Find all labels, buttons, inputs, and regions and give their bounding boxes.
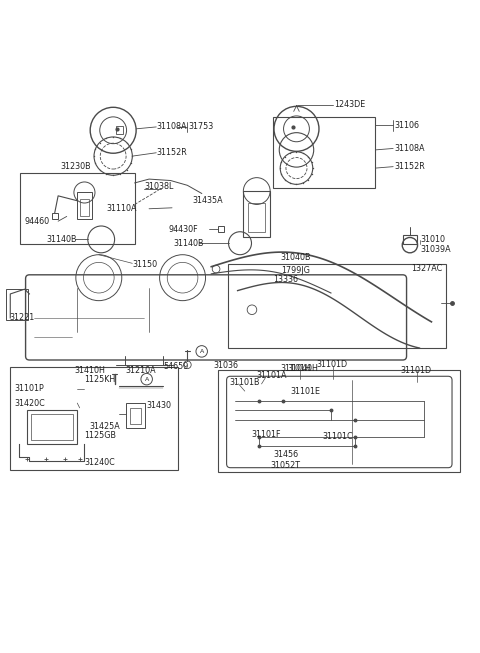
Text: 31038L: 31038L [144,182,174,191]
Text: 31101P: 31101P [14,384,44,393]
Text: 31101F: 31101F [251,430,280,439]
Text: 31210A: 31210A [125,366,156,375]
Text: 13336: 13336 [274,275,299,284]
Text: 31152R: 31152R [157,148,188,157]
Text: 31425A: 31425A [89,422,120,430]
Text: 31101D: 31101D [400,366,432,375]
Bar [126,403,145,428]
Text: 31410H: 31410H [75,366,106,375]
Text: 31140B: 31140B [46,235,77,244]
Text: 1327AC: 1327AC [411,264,443,272]
Text: 31152R: 31152R [394,162,425,171]
Bar [116,127,123,134]
Bar [6,289,28,320]
Text: 31101H: 31101H [281,364,312,373]
Text: 31110A: 31110A [106,204,136,214]
Text: 31420C: 31420C [14,398,45,407]
Bar [80,199,89,216]
Bar [248,203,265,232]
Text: 31010: 31010 [420,235,445,244]
Text: 31101B: 31101B [229,379,260,387]
Text: 31040B: 31040B [281,253,311,262]
Bar [228,264,446,348]
Bar [130,408,142,424]
Text: 31040H: 31040H [288,364,319,373]
Text: 31106: 31106 [394,121,419,130]
Text: 31101C: 31101C [323,432,353,441]
Text: 31101D: 31101D [317,360,348,370]
Text: 31140B: 31140B [173,239,204,247]
Text: 54659: 54659 [163,362,189,371]
Text: 31108A: 31108A [394,144,425,153]
Text: 31039A: 31039A [420,246,451,255]
Text: A: A [144,377,149,381]
Text: 31052T: 31052T [270,461,300,470]
Text: 31240C: 31240C [84,458,115,468]
Bar [403,234,417,244]
Text: 31753: 31753 [188,122,214,131]
Text: A: A [200,349,204,354]
Text: 31108A: 31108A [157,122,187,131]
Text: 1243DE: 1243DE [334,101,365,110]
Text: 31101A: 31101A [257,371,287,380]
Text: 31101E: 31101E [290,387,320,396]
Bar [218,370,460,473]
Bar [10,367,178,470]
Bar [273,117,375,187]
Bar [77,193,92,219]
Text: 1125GB: 1125GB [84,431,117,440]
Text: 31150: 31150 [132,260,157,269]
Text: 31430: 31430 [147,401,172,410]
Bar [20,173,135,244]
Text: 31036: 31036 [214,361,239,370]
Bar [218,227,224,232]
Text: 31435A: 31435A [192,196,223,204]
Bar [27,410,77,444]
Text: 94430F: 94430F [168,225,198,234]
Text: 1799JG: 1799JG [281,266,310,274]
Bar [243,191,270,236]
Text: 94460: 94460 [24,217,50,226]
Text: 31230B: 31230B [60,162,91,170]
Text: 31456: 31456 [274,450,299,459]
Text: 31221: 31221 [9,313,35,323]
Bar [31,414,73,440]
Text: 1125KH: 1125KH [84,375,116,384]
